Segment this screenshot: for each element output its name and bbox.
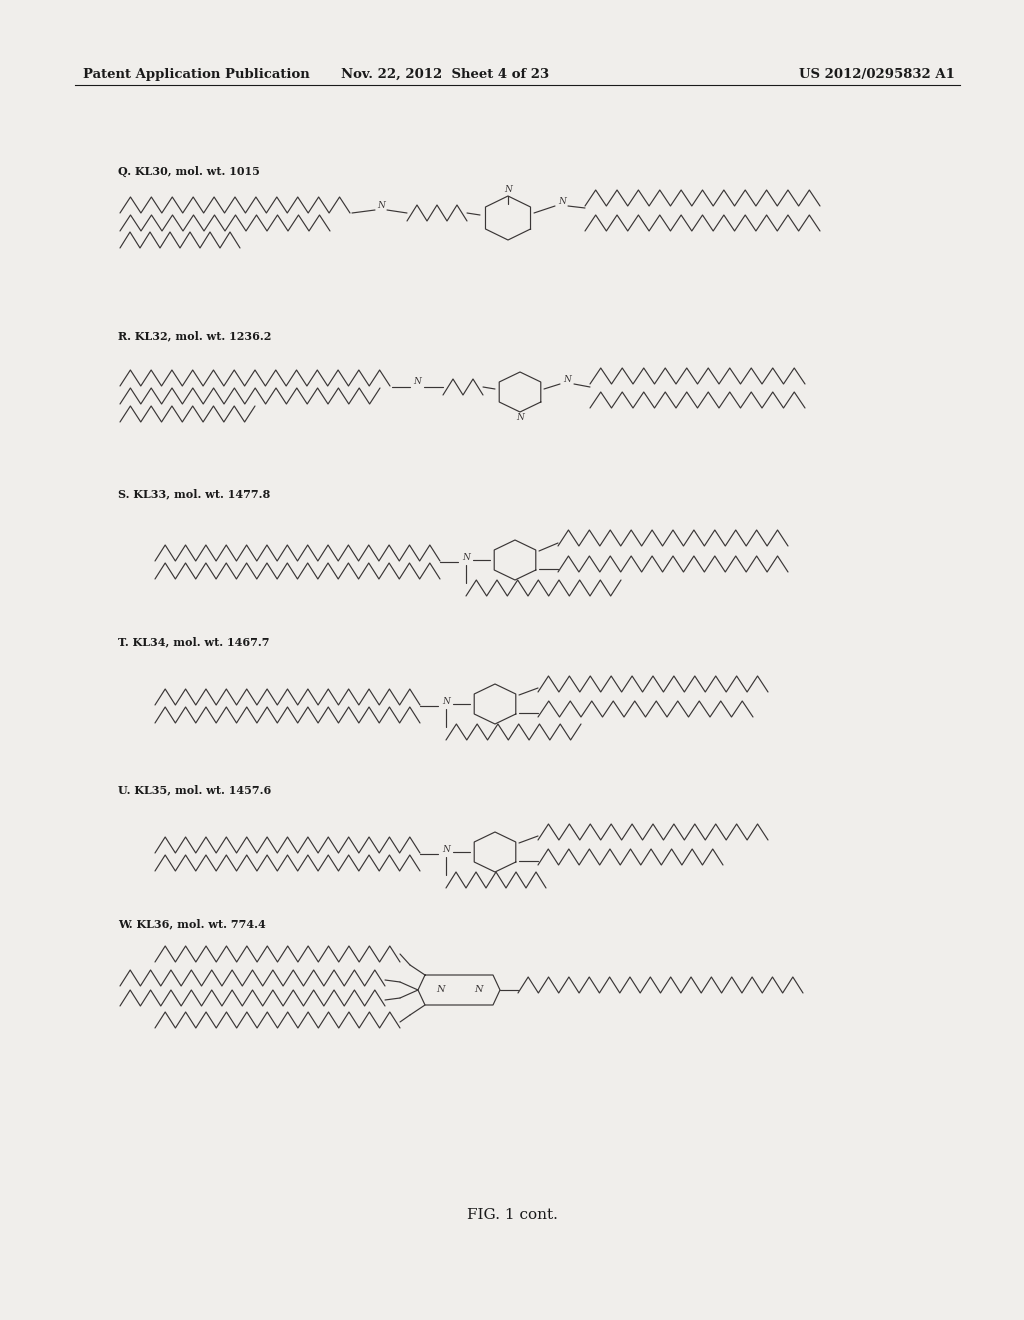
Text: S. KL33, mol. wt. 1477.8: S. KL33, mol. wt. 1477.8 bbox=[118, 488, 270, 499]
Text: N: N bbox=[377, 202, 385, 210]
Text: Nov. 22, 2012  Sheet 4 of 23: Nov. 22, 2012 Sheet 4 of 23 bbox=[341, 69, 549, 81]
Text: T. KL34, mol. wt. 1467.7: T. KL34, mol. wt. 1467.7 bbox=[118, 636, 269, 647]
Text: N: N bbox=[474, 986, 482, 994]
Text: US 2012/0295832 A1: US 2012/0295832 A1 bbox=[799, 69, 955, 81]
Text: Q. KL30, mol. wt. 1015: Q. KL30, mol. wt. 1015 bbox=[118, 166, 260, 177]
Text: Patent Application Publication: Patent Application Publication bbox=[83, 69, 309, 81]
Text: N: N bbox=[436, 986, 444, 994]
Text: N: N bbox=[516, 413, 524, 422]
Text: N: N bbox=[558, 198, 566, 206]
Text: N: N bbox=[413, 378, 421, 387]
Text: N: N bbox=[563, 375, 571, 384]
Text: W. KL36, mol. wt. 774.4: W. KL36, mol. wt. 774.4 bbox=[118, 917, 266, 929]
Text: N: N bbox=[504, 186, 512, 194]
Text: R. KL32, mol. wt. 1236.2: R. KL32, mol. wt. 1236.2 bbox=[118, 330, 271, 341]
Text: N: N bbox=[442, 846, 450, 854]
Text: FIG. 1 cont.: FIG. 1 cont. bbox=[467, 1208, 557, 1222]
Text: U. KL35, mol. wt. 1457.6: U. KL35, mol. wt. 1457.6 bbox=[118, 784, 271, 795]
Text: N: N bbox=[442, 697, 450, 706]
Text: N: N bbox=[462, 553, 470, 562]
